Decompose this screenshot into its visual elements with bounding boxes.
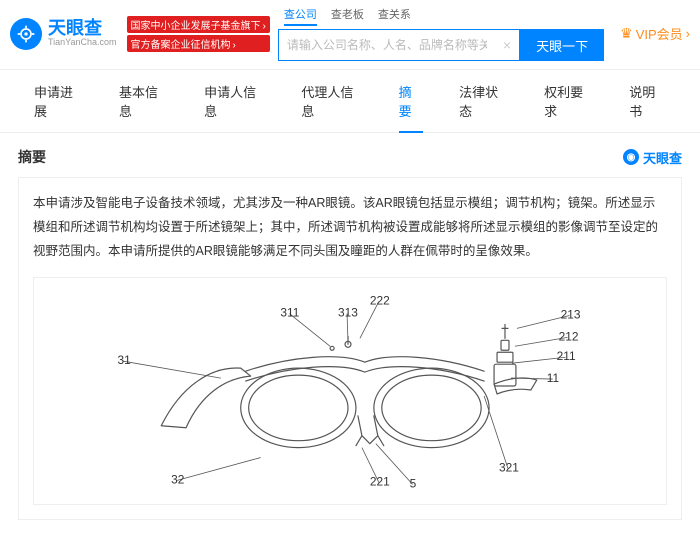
vip-link[interactable]: ♛ VIP会员 › bbox=[620, 24, 690, 43]
nav-tab[interactable]: 申请进展 bbox=[16, 70, 101, 132]
svg-text:31: 31 bbox=[118, 353, 132, 367]
watermark: ◉ 天眼查 bbox=[623, 148, 682, 167]
nav-tab[interactable]: 权利要求 bbox=[526, 70, 611, 132]
logo-icon bbox=[10, 18, 42, 50]
search-input[interactable] bbox=[279, 38, 495, 52]
nav-tab[interactable]: 法律状态 bbox=[441, 70, 526, 132]
search-tabs: 查公司 查老板 查关系 bbox=[278, 6, 604, 26]
nav-tab[interactable]: 申请人信息 bbox=[186, 70, 283, 132]
search-tab-relation[interactable]: 查关系 bbox=[378, 6, 411, 26]
svg-text:211: 211 bbox=[557, 349, 576, 363]
nav-tab[interactable]: 说明书 bbox=[611, 70, 684, 132]
svg-text:311: 311 bbox=[280, 306, 299, 320]
nav-tabs: 申请进展基本信息申请人信息代理人信息摘要法律状态权利要求说明书 bbox=[0, 70, 700, 133]
svg-text:313: 313 bbox=[338, 306, 358, 320]
svg-text:32: 32 bbox=[171, 473, 185, 487]
credential-badge[interactable]: 官方备案企业征信机构 bbox=[127, 35, 270, 52]
svg-text:212: 212 bbox=[559, 330, 579, 344]
section-title: 摘要 bbox=[18, 147, 46, 167]
svg-text:321: 321 bbox=[499, 461, 519, 475]
nav-tab[interactable]: 基本信息 bbox=[101, 70, 186, 132]
patent-diagram: 31 32 311 313 222 221 5 321 11 211 212 213 bbox=[33, 277, 667, 505]
credential-badges: 国家中小企业发展子基金旗下 官方备案企业征信机构 bbox=[127, 16, 270, 52]
clear-icon[interactable]: × bbox=[495, 37, 519, 53]
search-box: × bbox=[278, 29, 520, 61]
abstract-text: 本申请涉及智能电子设备技术领域，尤其涉及一种AR眼镜。该AR眼镜包括显示模组；调… bbox=[33, 192, 667, 263]
vip-label: VIP会员 bbox=[636, 24, 683, 43]
logo-text-cn: 天眼查 bbox=[48, 19, 117, 39]
svg-text:11: 11 bbox=[547, 371, 560, 385]
credential-badge[interactable]: 国家中小企业发展子基金旗下 bbox=[127, 16, 270, 33]
crown-icon: ♛ bbox=[620, 25, 633, 42]
header: 天眼查 TianYanCha.com 国家中小企业发展子基金旗下 官方备案企业征… bbox=[0, 0, 700, 70]
watermark-icon: ◉ bbox=[623, 149, 639, 165]
watermark-text: 天眼查 bbox=[643, 148, 682, 167]
svg-text:222: 222 bbox=[370, 294, 390, 308]
search-tab-company[interactable]: 查公司 bbox=[284, 6, 317, 26]
svg-text:221: 221 bbox=[370, 475, 390, 489]
logo[interactable]: 天眼查 TianYanCha.com bbox=[10, 18, 117, 50]
svg-text:5: 5 bbox=[410, 477, 417, 491]
svg-text:213: 213 bbox=[561, 308, 581, 322]
abstract-section: 摘要 ◉ 天眼查 本申请涉及智能电子设备技术领域，尤其涉及一种AR眼镜。该AR眼… bbox=[0, 133, 700, 534]
chevron-right-icon: › bbox=[686, 26, 690, 41]
logo-text-en: TianYanCha.com bbox=[48, 38, 117, 48]
content-box: 本申请涉及智能电子设备技术领域，尤其涉及一种AR眼镜。该AR眼镜包括显示模组；调… bbox=[18, 177, 682, 520]
search-button[interactable]: 天眼一下 bbox=[520, 29, 604, 61]
nav-tab[interactable]: 代理人信息 bbox=[283, 70, 380, 132]
search-zone: 查公司 查老板 查关系 × 天眼一下 bbox=[278, 6, 604, 61]
search-tab-boss[interactable]: 查老板 bbox=[331, 6, 364, 26]
nav-tab[interactable]: 摘要 bbox=[381, 70, 442, 132]
